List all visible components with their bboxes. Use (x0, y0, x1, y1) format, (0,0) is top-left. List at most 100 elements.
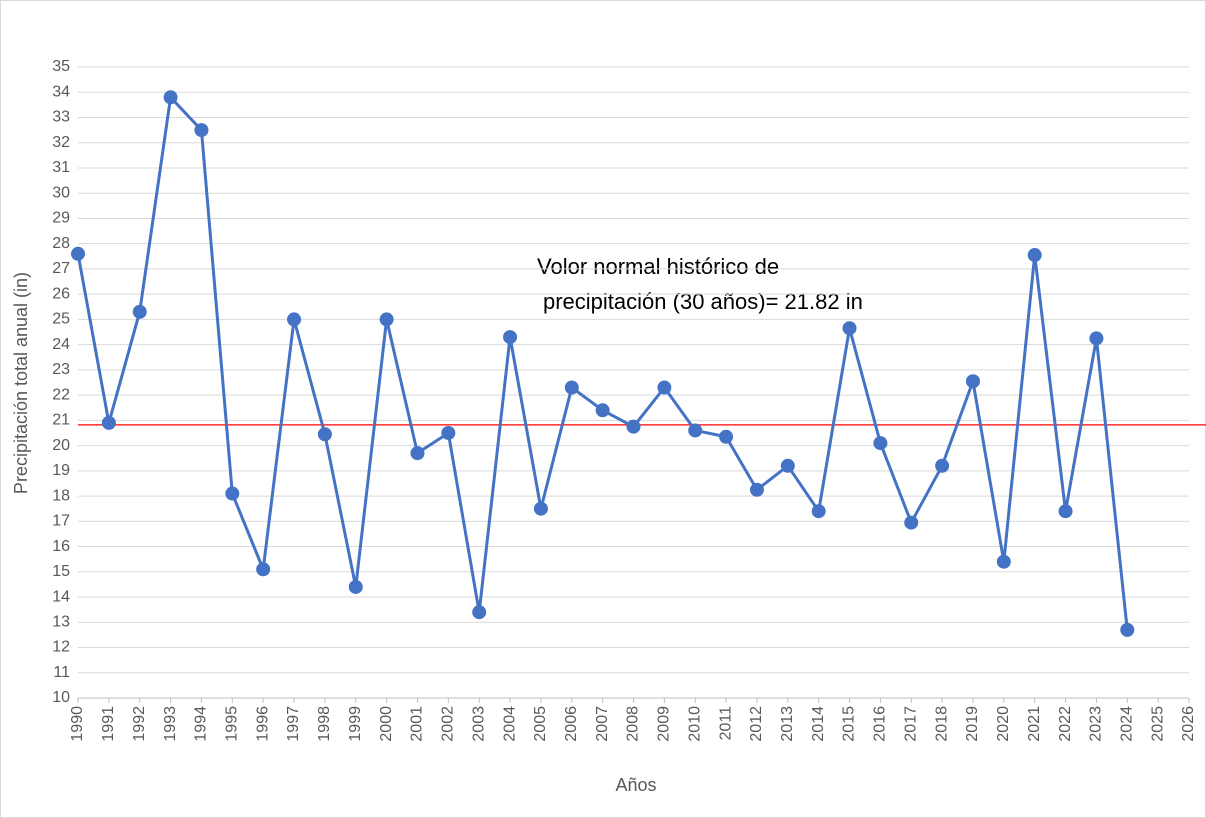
data-point (533, 501, 548, 516)
y-tick-label: 29 (52, 210, 70, 227)
x-tick-label: 2026 (1180, 706, 1197, 742)
data-point (287, 312, 302, 327)
y-tick-label: 17 (52, 513, 70, 530)
annotation: precipitación (30 años)= 21.82 in (543, 289, 863, 314)
x-tick-label: 1994 (193, 706, 210, 742)
x-tick-label: 2017 (902, 706, 919, 742)
data-point (564, 380, 579, 395)
x-tick-label: 2015 (841, 706, 858, 742)
data-point (688, 423, 703, 438)
data-point (657, 380, 672, 395)
data-point (595, 403, 610, 418)
y-tick-label: 34 (52, 83, 70, 100)
y-tick-label: 11 (53, 664, 70, 681)
data-point (348, 579, 363, 594)
x-axis-title: Años (615, 775, 656, 795)
x-tick-label: 2014 (810, 706, 827, 742)
y-tick-label: 24 (52, 336, 70, 353)
data-point (441, 425, 456, 440)
data-point (225, 486, 240, 501)
data-point (256, 562, 271, 577)
y-tick-label: 20 (52, 437, 70, 454)
x-tick-label: 2010 (686, 706, 703, 742)
x-tick-label: 2021 (1026, 706, 1043, 742)
x-tick-label: 2011 (717, 706, 734, 741)
x-tick-label: 2009 (656, 706, 673, 742)
data-point (132, 304, 147, 319)
y-tick-label: 13 (52, 613, 70, 630)
data-point (1120, 622, 1135, 637)
y-tick-label: 19 (52, 462, 70, 479)
x-tick-label: 2001 (409, 706, 426, 742)
x-tick-label: 2013 (779, 706, 796, 742)
data-point (194, 123, 209, 138)
data-point (1027, 248, 1042, 263)
x-tick-label: 2004 (501, 706, 518, 742)
data-point (163, 90, 178, 105)
y-tick-label: 10 (52, 689, 70, 706)
data-point (1089, 331, 1104, 346)
data-point (965, 374, 980, 389)
data-point (719, 429, 734, 444)
y-tick-label: 32 (52, 134, 70, 151)
x-tick-label: 1998 (316, 706, 333, 742)
x-tick-label: 2002 (440, 706, 457, 742)
data-point (1058, 504, 1073, 519)
data-point (410, 446, 425, 461)
y-tick-label: 14 (52, 588, 70, 605)
y-tick-label: 25 (52, 311, 70, 328)
y-tick-label: 12 (52, 639, 70, 656)
y-tick-label: 15 (52, 563, 70, 580)
x-tick-label: 1993 (162, 706, 179, 742)
x-tick-label: 1996 (254, 706, 271, 742)
x-tick-label: 2019 (964, 706, 981, 742)
x-tick-label: 2006 (563, 706, 580, 742)
x-tick-label: 2020 (995, 706, 1012, 742)
x-tick-label: 1995 (224, 706, 241, 742)
x-tick-label: 2018 (933, 706, 950, 742)
y-tick-label: 22 (52, 386, 70, 403)
data-point (317, 427, 332, 442)
data-point (749, 482, 764, 497)
x-tick-label: 1991 (100, 706, 117, 742)
data-point (503, 330, 518, 345)
y-tick-label: 21 (52, 412, 70, 429)
y-tick-label: 28 (52, 235, 70, 252)
y-tick-label: 18 (52, 487, 70, 504)
data-point (842, 321, 857, 336)
x-tick-label: 2005 (532, 706, 549, 742)
data-point (101, 415, 116, 430)
x-tick-label: 2003 (470, 706, 487, 742)
y-tick-label: 31 (52, 159, 70, 176)
data-point (935, 458, 950, 473)
x-tick-label: 2022 (1057, 706, 1074, 742)
x-tick-label: 2024 (1118, 706, 1135, 742)
data-point (996, 554, 1011, 569)
y-tick-label: 23 (52, 361, 70, 378)
data-point (811, 504, 826, 519)
data-point (472, 605, 487, 620)
x-tick-label: 2008 (625, 706, 642, 742)
data-point (71, 246, 85, 261)
x-tick-label: 1990 (69, 706, 86, 742)
y-tick-label: 27 (52, 260, 70, 277)
data-point (626, 419, 641, 434)
x-tick-label: 2016 (872, 706, 889, 742)
x-tick-label: 2023 (1088, 706, 1105, 742)
x-tick-label: 2012 (748, 706, 765, 742)
annotation: Volor normal histórico de (537, 254, 779, 279)
y-axis-title: Precipitación total anual (in) (11, 272, 31, 494)
x-tick-label: 2025 (1149, 706, 1166, 742)
y-tick-label: 35 (52, 58, 70, 75)
data-point (379, 312, 394, 327)
y-tick-label: 26 (52, 285, 70, 302)
x-tick-label: 1999 (347, 706, 364, 742)
x-tick-label: 1992 (131, 706, 148, 742)
x-tick-label: 2000 (378, 706, 395, 742)
x-tick-label: 2007 (594, 706, 611, 742)
y-tick-label: 33 (52, 109, 70, 126)
data-point (873, 436, 888, 451)
x-tick-label: 1997 (285, 706, 302, 742)
y-tick-label: 16 (52, 538, 70, 555)
